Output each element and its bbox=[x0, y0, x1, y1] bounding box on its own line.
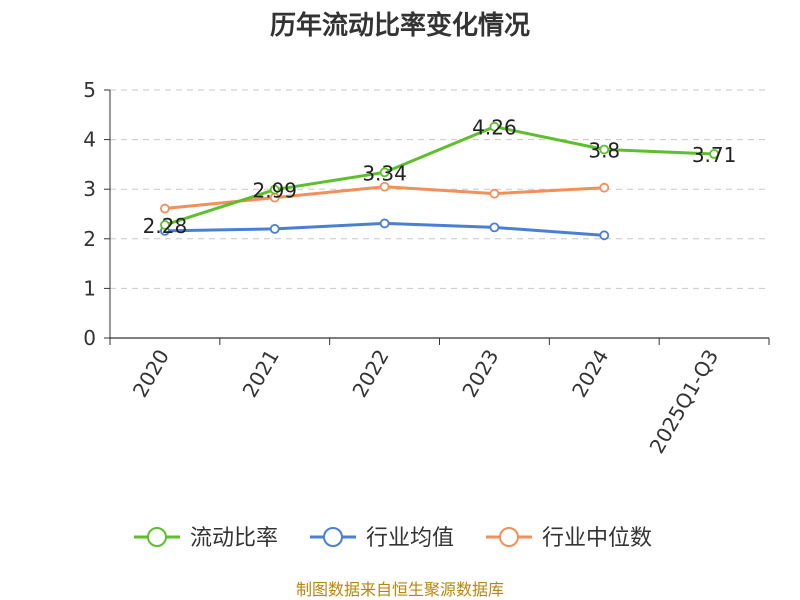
series-layer bbox=[160, 121, 719, 241]
data-point[interactable] bbox=[269, 223, 280, 234]
data-point[interactable] bbox=[160, 203, 170, 214]
data-label: 2.99 bbox=[252, 179, 297, 203]
y-tick-label: 1 bbox=[83, 276, 96, 300]
data-label: 3.71 bbox=[692, 143, 737, 167]
data-point[interactable] bbox=[379, 218, 390, 229]
data-label: 3.34 bbox=[362, 161, 407, 185]
data-label: 3.8 bbox=[588, 139, 620, 163]
series-line-0 bbox=[164, 125, 715, 227]
y-tick-label: 4 bbox=[83, 128, 96, 152]
x-tick-label: 2020 bbox=[128, 345, 174, 401]
y-tick-label: 3 bbox=[83, 177, 96, 201]
data-point[interactable] bbox=[599, 230, 610, 241]
legend-item[interactable]: 流动比率 bbox=[134, 526, 278, 551]
legend-label: 行业中位数 bbox=[542, 526, 652, 551]
data-label: 2.28 bbox=[143, 214, 188, 238]
legend-marker bbox=[323, 527, 343, 547]
data-labels: 2.28 2.99 3.34 4.26 3.8 3.71 bbox=[143, 116, 737, 238]
legend-marker bbox=[147, 527, 167, 547]
data-point[interactable] bbox=[709, 149, 719, 159]
legend[interactable]: 流动比率 行业均值 行业中位数 bbox=[134, 526, 652, 551]
legend-label: 行业均值 bbox=[366, 526, 454, 551]
y-tick-label: 2 bbox=[83, 227, 96, 251]
data-point[interactable] bbox=[269, 184, 280, 195]
y-tick-label: 0 bbox=[83, 326, 96, 350]
data-point[interactable] bbox=[599, 182, 610, 193]
x-tick-label: 2024 bbox=[567, 345, 613, 401]
data-point[interactable] bbox=[160, 220, 170, 230]
x-tick-label: 2023 bbox=[457, 345, 503, 401]
axes: 0 1 2 3 4 5 2020 2021 2022 2023 2024 2025Q1-Q3 bbox=[83, 78, 770, 458]
data-point[interactable] bbox=[379, 181, 390, 192]
data-point[interactable] bbox=[599, 144, 610, 155]
legend-marker bbox=[499, 527, 519, 547]
x-tick-label: 2022 bbox=[347, 345, 393, 401]
data-label: 4.26 bbox=[472, 116, 517, 140]
legend-item[interactable]: 行业中位数 bbox=[486, 526, 652, 551]
legend-label: 流动比率 bbox=[190, 526, 278, 551]
data-point[interactable] bbox=[379, 167, 390, 178]
x-tick-label: 2025Q1-Q3 bbox=[645, 345, 724, 457]
data-point[interactable] bbox=[489, 121, 500, 132]
data-point[interactable] bbox=[489, 188, 500, 199]
chart-title: 历年流动比率变化情况 bbox=[270, 10, 530, 41]
source-note: 制图数据来自恒生聚源数据库 bbox=[296, 580, 504, 599]
data-point[interactable] bbox=[489, 222, 500, 233]
x-tick-label: 2021 bbox=[238, 345, 284, 401]
y-tick-label: 5 bbox=[83, 78, 96, 102]
legend-item[interactable]: 行业均值 bbox=[310, 526, 454, 551]
